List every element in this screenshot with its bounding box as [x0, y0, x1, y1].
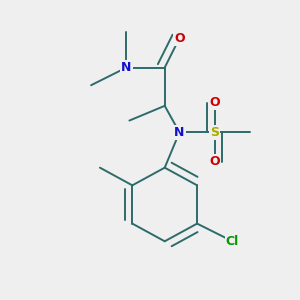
Text: O: O [174, 32, 185, 45]
Text: N: N [174, 126, 184, 139]
Text: O: O [209, 155, 220, 168]
Text: S: S [210, 126, 219, 139]
Text: Cl: Cl [226, 235, 239, 248]
Text: O: O [209, 96, 220, 110]
Text: N: N [121, 61, 132, 74]
